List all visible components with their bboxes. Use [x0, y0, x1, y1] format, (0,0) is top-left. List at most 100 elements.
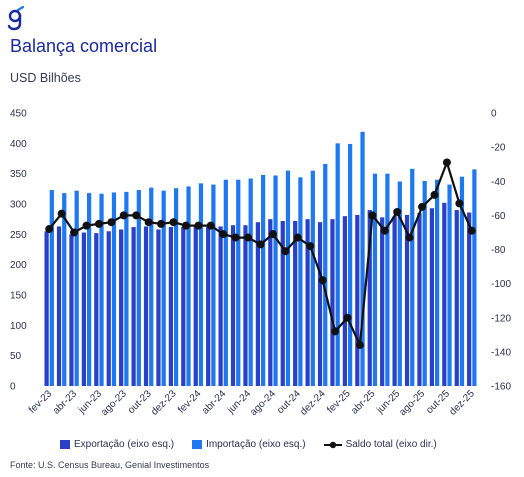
legend-swatch-export	[60, 440, 70, 449]
y-right-tick-label: -80	[491, 245, 506, 256]
bar-export	[143, 226, 149, 386]
bar-import	[136, 190, 141, 386]
bar-export	[305, 219, 310, 386]
bar-import	[49, 190, 54, 386]
x-tick-label: abr-23	[51, 388, 80, 417]
bar-import	[111, 192, 117, 386]
legend-label-import: Importação (eixo esq.)	[206, 439, 306, 450]
bar-export	[255, 222, 260, 386]
bar-import	[149, 187, 154, 386]
point-balance	[393, 207, 402, 216]
x-tick-label: ago-25	[397, 388, 427, 418]
bar-export	[467, 212, 472, 386]
bar-export	[131, 227, 136, 386]
point-balance	[119, 211, 128, 220]
point-balance	[94, 219, 103, 228]
y-left-tick-label: 150	[10, 291, 27, 302]
bar-import	[273, 175, 278, 386]
point-balance	[467, 226, 476, 235]
point-balance	[169, 218, 178, 227]
bar-import	[422, 180, 427, 386]
bar-export	[230, 225, 236, 386]
y-right-tick-label: -140	[491, 347, 511, 358]
point-balance	[268, 230, 277, 239]
point-balance	[57, 209, 66, 218]
bar-export	[293, 220, 298, 386]
bar-import	[385, 173, 390, 386]
bar-import	[335, 143, 340, 386]
point-balance	[430, 190, 439, 199]
bar-import	[310, 170, 315, 386]
brand-logo-icon	[7, 6, 25, 31]
chart-unit-label: USD Bilhões	[10, 71, 81, 85]
point-balance	[219, 230, 228, 239]
y-right-tick-label: -40	[491, 177, 506, 188]
point-balance	[194, 221, 203, 230]
point-balance	[244, 233, 253, 242]
bar-import	[87, 193, 92, 386]
bar-import	[248, 178, 253, 386]
legend-item-import: Importação (eixo esq.)	[192, 439, 306, 450]
x-tick-label: dez-24	[298, 388, 328, 418]
point-balance	[206, 221, 215, 230]
point-balance	[442, 158, 451, 167]
legend-item-balance: Saldo total (eixo dir.)	[323, 439, 437, 450]
bar-import	[124, 191, 129, 386]
bar-export	[94, 233, 99, 386]
bar-import	[99, 193, 104, 386]
bar-export	[429, 208, 434, 386]
point-balance	[82, 221, 91, 230]
bar-export	[44, 231, 49, 386]
y-left-tick-label: 200	[10, 260, 27, 271]
point-balance	[144, 218, 153, 227]
point-balance	[343, 313, 352, 322]
y-right-tick-label: -100	[491, 279, 511, 290]
point-balance	[380, 226, 389, 235]
bar-export	[69, 234, 74, 386]
bar-import	[161, 190, 166, 386]
x-tick-label: dez-23	[149, 388, 179, 418]
x-tick-label: abr-25	[349, 388, 378, 417]
point-balance	[45, 225, 54, 234]
legend-swatch-import	[192, 440, 203, 449]
point-balance	[70, 228, 79, 237]
bar-export	[342, 216, 347, 386]
bar-export	[417, 213, 422, 386]
bar-export	[156, 229, 161, 386]
bar-import	[410, 168, 415, 386]
bar-export	[404, 214, 410, 386]
point-balance	[281, 247, 290, 256]
x-tick-label: fev-24	[176, 388, 204, 416]
bar-import	[323, 163, 328, 386]
point-balance	[256, 240, 265, 249]
bar-export	[392, 216, 397, 386]
bar-export	[243, 225, 248, 386]
x-tick-label: fev-23	[27, 388, 55, 416]
y-right-tick-label: -60	[491, 211, 506, 222]
bar-import	[435, 179, 440, 386]
y-left-tick-label: 450	[10, 109, 27, 120]
x-tick-label: abr-24	[200, 388, 229, 417]
bar-import	[223, 179, 228, 386]
y-right-tick-label: -160	[491, 382, 511, 393]
point-balance	[157, 219, 166, 228]
y-right-tick-label: -20	[491, 143, 506, 154]
bar-import	[360, 131, 365, 386]
y-left-tick-label: 300	[10, 200, 27, 211]
x-tick-label: dez-25	[448, 388, 478, 418]
y-right-tick-label: -120	[491, 313, 511, 324]
bar-export	[168, 227, 173, 386]
bar-export	[181, 227, 186, 386]
bar-export	[193, 226, 198, 386]
point-balance	[306, 242, 315, 251]
point-balance	[107, 218, 116, 227]
bar-import	[298, 177, 303, 386]
bar-export	[355, 214, 360, 386]
bar-import	[472, 169, 477, 386]
y-left-tick-label: 400	[10, 139, 27, 150]
bar-export	[206, 227, 211, 386]
legend-item-export: Exportação (eixo esq.)	[60, 439, 174, 450]
y-left-tick-label: 350	[10, 169, 27, 180]
bar-export	[106, 231, 111, 386]
